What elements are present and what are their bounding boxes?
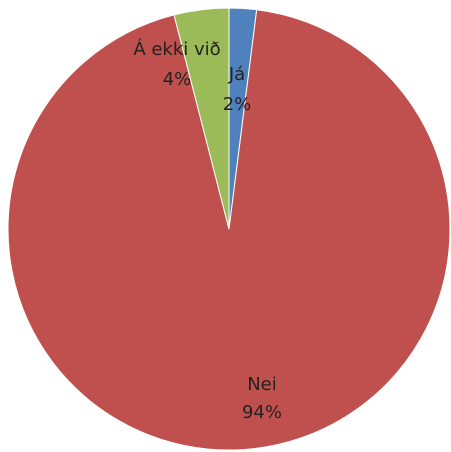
slice-label: Nei	[247, 374, 277, 395]
slice-label: Á ekki við	[133, 38, 220, 60]
pie-slice	[173, 7, 230, 230]
slice-value-label: 94%	[242, 402, 282, 423]
pie-slice	[7, 9, 451, 451]
slice-label: Já	[228, 64, 245, 85]
slice-value-label: 2%	[223, 94, 252, 115]
slice-value-label: 4%	[163, 69, 192, 90]
